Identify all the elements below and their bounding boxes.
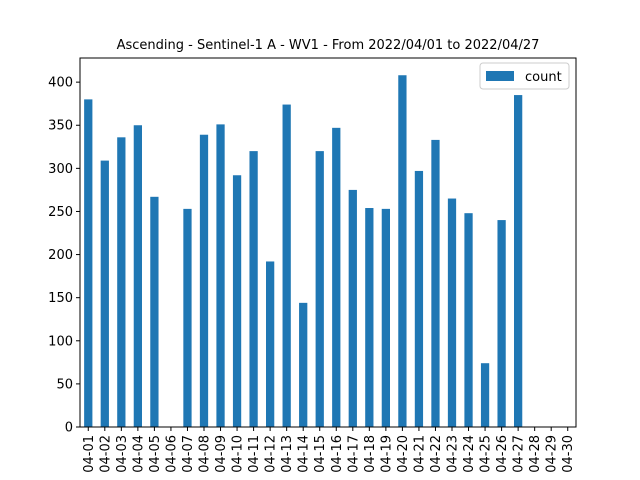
bar-04-05	[150, 196, 159, 427]
x-tick-label: 04-06	[164, 435, 179, 473]
x-tick-label: 04-18	[363, 435, 378, 473]
x-tick-label: 04-12	[264, 435, 279, 473]
bar-04-23	[447, 198, 457, 427]
bar-04-21	[414, 170, 424, 427]
y-tick-label: 0	[65, 421, 73, 436]
bar-04-22	[431, 139, 440, 427]
bar-04-01	[84, 99, 93, 427]
x-tick-label: 04-30	[561, 435, 576, 473]
x-tick-label: 04-22	[429, 435, 444, 473]
x-tick-label: 04-15	[313, 435, 328, 473]
legend: count	[479, 62, 570, 90]
bar-04-14	[299, 302, 308, 427]
x-tick-label: 04-04	[131, 435, 146, 473]
legend-swatch	[486, 71, 514, 81]
y-tick-label: 150	[48, 291, 73, 306]
x-tick-label: 04-26	[495, 435, 510, 473]
y-tick-label: 350	[48, 119, 73, 134]
y-tick-label: 100	[48, 334, 73, 349]
bar-04-04	[133, 125, 142, 427]
bar-04-08	[199, 134, 209, 427]
y-tick-label: 50	[56, 377, 73, 392]
x-tick-label: 04-08	[198, 435, 213, 473]
x-tick-label: 04-02	[98, 435, 113, 473]
bar-04-11	[249, 151, 258, 427]
y-axis: 0 50 100 150 200 250 300 350 400	[48, 76, 80, 436]
bar-04-24	[464, 213, 473, 427]
y-tick-label: 300	[48, 162, 73, 177]
bar-04-25	[480, 363, 490, 427]
x-tick-label: 04-17	[346, 435, 361, 473]
x-tick-label: 04-28	[528, 435, 543, 473]
x-tick-label: 04-20	[396, 435, 411, 473]
bar-04-19	[381, 208, 390, 427]
bars-group	[84, 75, 523, 428]
bar-04-15	[315, 151, 324, 427]
legend-box	[479, 62, 570, 90]
x-tick-label: 04-03	[115, 435, 130, 473]
bar-04-10	[232, 175, 242, 427]
x-tick-label: 04-11	[247, 435, 262, 473]
bar-04-12	[266, 261, 275, 427]
x-tick-label: 04-10	[231, 435, 246, 473]
bar-04-18	[365, 208, 374, 427]
x-tick-label: 04-14	[297, 435, 312, 473]
bar-04-26	[497, 220, 506, 427]
bar-04-03	[117, 137, 126, 428]
x-axis: 04-01 04-02 04-03 04-04 04-05 04-06 04-07 04-08…	[82, 427, 576, 473]
bar-04-16	[332, 127, 341, 428]
bar-04-20	[398, 75, 407, 428]
bar-04-09	[216, 124, 225, 428]
legend-label-count: count	[525, 70, 562, 85]
x-tick-label: 04-29	[545, 435, 560, 473]
x-tick-label: 04-01	[82, 435, 97, 473]
x-tick-label: 04-07	[181, 435, 196, 473]
y-tick-label: 250	[48, 205, 73, 220]
x-tick-label: 04-05	[148, 435, 163, 473]
bar-04-17	[348, 189, 357, 427]
y-tick-label: 200	[48, 248, 73, 263]
bar-04-13	[282, 104, 291, 427]
bar-04-27	[514, 95, 523, 427]
bar-04-07	[183, 208, 192, 427]
x-tick-label: 04-27	[512, 435, 527, 473]
x-tick-label: 04-23	[446, 435, 461, 473]
x-tick-label: 04-19	[379, 435, 394, 473]
x-tick-label: 04-24	[462, 435, 477, 473]
x-tick-label: 04-13	[280, 435, 295, 473]
bar-04-02	[100, 160, 109, 427]
chart-title: Ascending - Sentinel-1 A - WV1 - From 20…	[117, 38, 540, 53]
x-tick-label: 04-21	[412, 435, 427, 473]
x-tick-label: 04-25	[479, 435, 494, 473]
plot-frame	[79, 57, 577, 428]
x-tick-label: 04-16	[330, 435, 345, 473]
y-tick-label: 400	[48, 76, 73, 91]
x-tick-label: 04-09	[214, 435, 229, 473]
